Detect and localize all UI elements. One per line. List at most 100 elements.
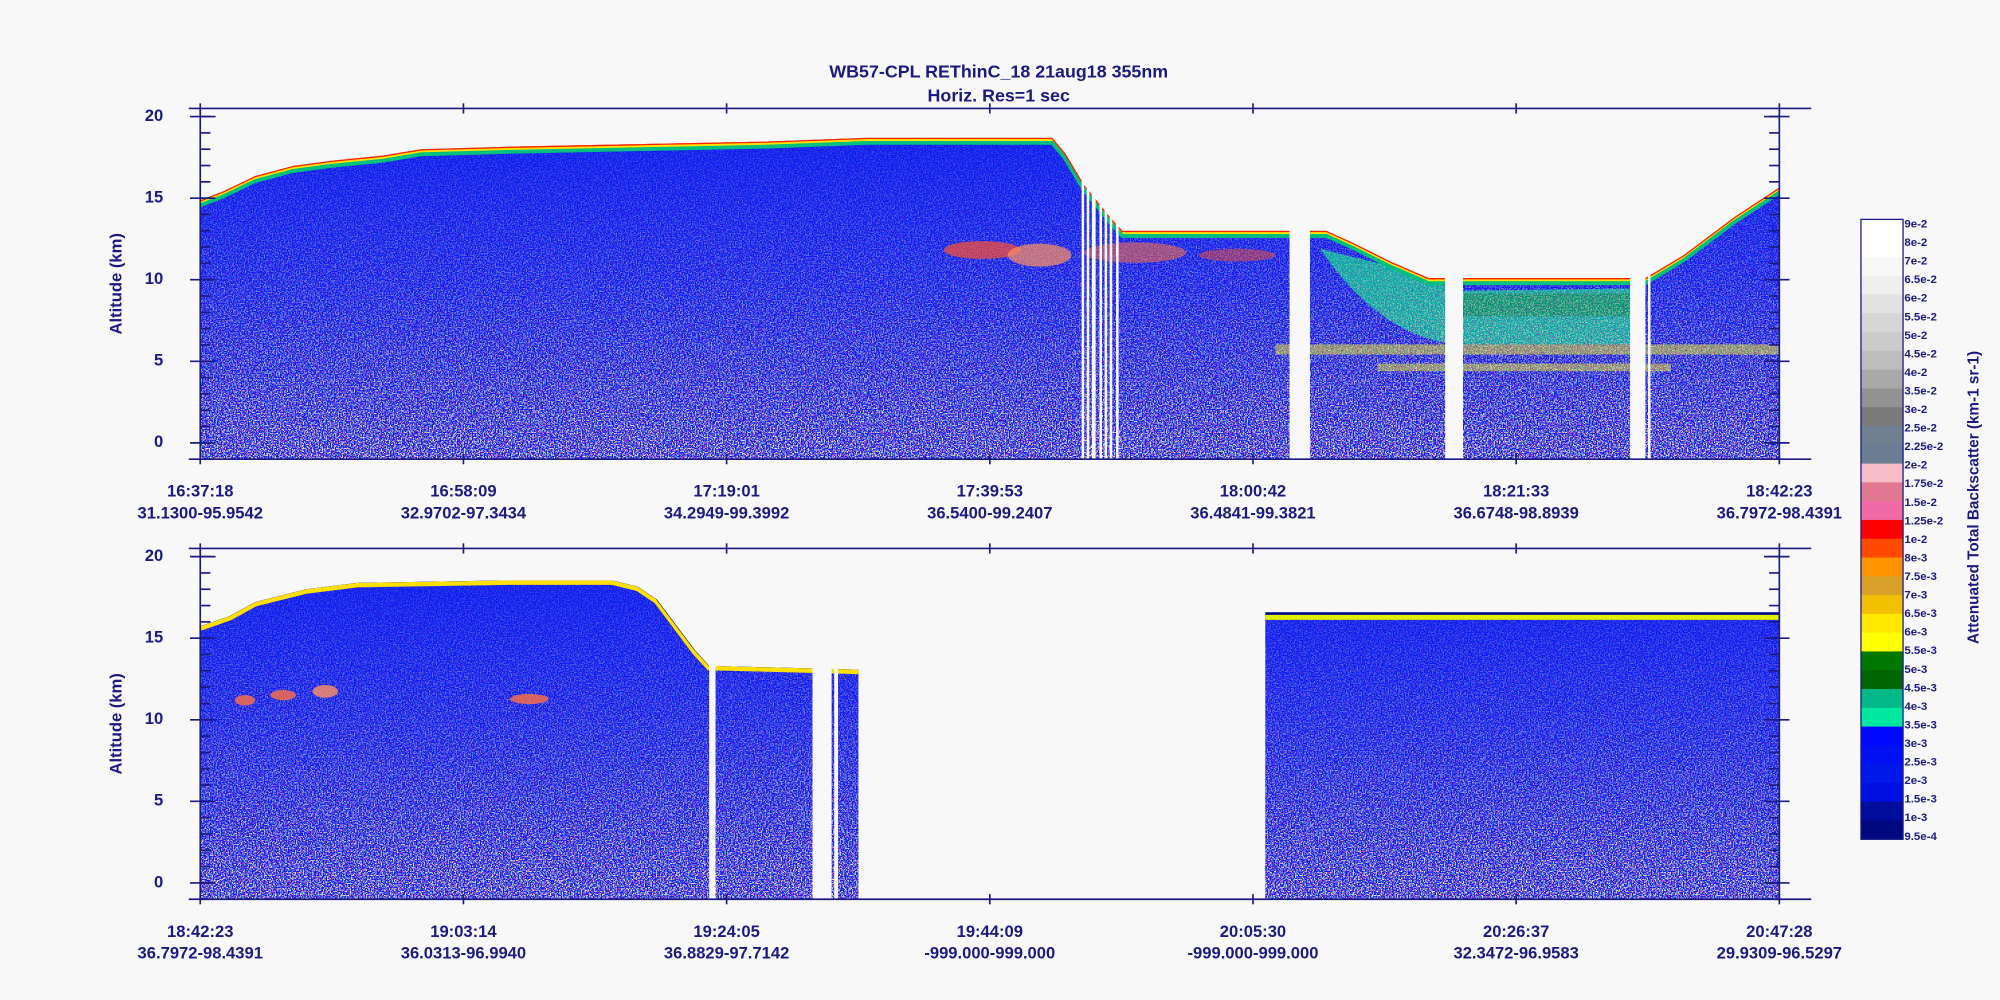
colorbar-label: 5e-2 [1904, 330, 1927, 342]
y-tick-label: 15 [145, 628, 163, 647]
colorbar-swatch [1860, 726, 1904, 746]
y-tick-label: 5 [154, 351, 163, 370]
colorbar-label: 3.5e-3 [1904, 719, 1937, 731]
colorbar-label: 2e-2 [1904, 460, 1927, 472]
colorbar-swatch [1860, 332, 1904, 352]
x-tick-label: 19:03:14 [430, 922, 497, 941]
y-tick-label: 15 [145, 188, 163, 207]
y-tick-label: 0 [154, 432, 163, 451]
colorbar-swatch [1860, 444, 1904, 464]
x-tick-label: 19:44:09 [957, 922, 1023, 941]
colorbar-label: 5.5e-2 [1904, 311, 1937, 323]
colorbar-swatch [1860, 745, 1904, 765]
colorbar-label: 1e-2 [1904, 534, 1927, 546]
colorbar-swatch [1860, 613, 1904, 634]
curtain-image [200, 137, 1780, 460]
colorbar-swatch [1860, 219, 1904, 239]
colorbar-label: 6.5e-2 [1904, 274, 1937, 286]
colorbar-swatch [1860, 670, 1904, 690]
colorbar-swatch [1860, 689, 1904, 709]
colorbar-swatch [1860, 294, 1904, 314]
colorbar-swatch [1860, 482, 1904, 502]
colorbar-label: 1e-3 [1904, 812, 1927, 824]
colorbar-label: 8e-2 [1904, 237, 1927, 249]
colorbar-label: 1.5e-3 [1904, 794, 1937, 806]
colorbar-swatch [1860, 557, 1904, 577]
colorbar-frame [1860, 218, 1904, 840]
x-tick-label: 32.9702-97.3434 [401, 503, 527, 522]
x-tick-label: 36.4841-99.3821 [1190, 503, 1315, 522]
colorbar-label: 2e-3 [1904, 775, 1927, 787]
x-tick-label: 20:05:30 [1220, 922, 1286, 941]
colorbar-label: 1.75e-2 [1904, 478, 1943, 490]
x-tick-label: 18:00:42 [1220, 482, 1286, 501]
colorbar-swatch [1860, 463, 1904, 483]
x-tick-label: 17:19:01 [693, 482, 759, 501]
colorbar-swatch [1860, 256, 1904, 277]
x-tick-label: 31.1300-95.9542 [138, 503, 263, 522]
x-tick-label: 18:21:33 [1483, 482, 1549, 501]
colorbar-swatch [1860, 369, 1904, 389]
y-tick-label: 0 [154, 872, 163, 891]
x-tick-label: 36.7972-98.4391 [138, 943, 263, 962]
colorbar-swatch [1860, 632, 1904, 652]
colorbar-label: 3.5e-2 [1904, 385, 1937, 397]
x-tick-label: 36.8829-97.7142 [664, 943, 789, 962]
colorbar-label: 1.25e-2 [1904, 515, 1943, 527]
colorbar-swatch [1860, 595, 1904, 615]
x-tick-label: 29.9309-96.5297 [1717, 943, 1842, 962]
colorbar-label: 1.5e-2 [1904, 497, 1937, 509]
x-tick-label: 36.6748-98.8939 [1453, 503, 1578, 522]
colorbar-label: 4e-3 [1904, 701, 1927, 713]
colorbar-label: 6e-3 [1904, 627, 1927, 639]
colorbar-swatch [1860, 238, 1904, 258]
colorbar-label: 7e-2 [1904, 256, 1927, 268]
colorbar-label: 9.5e-4 [1904, 831, 1937, 843]
x-tick-label: 18:42:23 [167, 922, 233, 941]
x-tick-label: 16:58:09 [430, 482, 496, 501]
x-tick-label: 32.3472-96.9583 [1453, 943, 1578, 962]
colorbar-swatch [1860, 576, 1904, 596]
colorbar-label: 9e-2 [1904, 219, 1927, 231]
colorbar-swatch [1860, 407, 1904, 427]
y-tick-label: 10 [145, 269, 163, 288]
colorbar-swatch [1860, 519, 1904, 540]
x-tick-label: 17:39:53 [957, 482, 1023, 501]
x-tick-label: -999.000-999.000 [924, 943, 1055, 962]
colorbar-label: 8e-3 [1904, 552, 1927, 564]
colorbar-swatch [1860, 388, 1904, 408]
colorbar-label: 2.25e-2 [1904, 441, 1943, 453]
colorbar-label: 3e-3 [1904, 738, 1927, 750]
x-tick-label: 16:37:18 [167, 482, 233, 501]
x-tick-label: 19:24:05 [693, 922, 759, 941]
colorbar-swatch [1860, 313, 1904, 333]
colorbar-swatch [1860, 782, 1904, 803]
colorbar-swatch [1860, 801, 1904, 821]
x-tick-label: 20:47:28 [1746, 922, 1812, 941]
colorbar-label: 6e-2 [1904, 293, 1927, 305]
colorbar-swatch [1860, 426, 1904, 446]
colorbar-swatch [1860, 538, 1904, 558]
colorbar-label: 2.5e-2 [1904, 423, 1937, 435]
x-tick-label: 36.0313-96.9940 [401, 943, 526, 962]
colorbar-label: 7.5e-3 [1904, 571, 1937, 583]
colorbar-swatch [1860, 764, 1904, 784]
colorbar-label: 2.5e-3 [1904, 757, 1937, 769]
colorbar-swatch [1860, 820, 1904, 840]
x-tick-label: 36.5400-99.2407 [927, 503, 1052, 522]
subtitle: Horiz. Res=1 sec [928, 86, 1070, 106]
colorbar-label: 5e-3 [1904, 664, 1927, 676]
y-tick-label: 5 [154, 791, 163, 810]
curtain-image [200, 580, 1780, 900]
x-tick-label: 18:42:23 [1746, 482, 1812, 501]
y-axis-label: Altitude (km) [107, 233, 126, 334]
colorbar-swatch [1860, 501, 1904, 521]
colorbar-label: 4.5e-2 [1904, 348, 1937, 360]
colorbar-label: 3e-2 [1904, 404, 1927, 416]
colorbar-swatch [1860, 350, 1904, 371]
x-tick-label: -999.000-999.000 [1188, 943, 1319, 962]
colorbar-label: 4e-2 [1904, 367, 1927, 379]
x-tick-label: 20:26:37 [1483, 922, 1549, 941]
